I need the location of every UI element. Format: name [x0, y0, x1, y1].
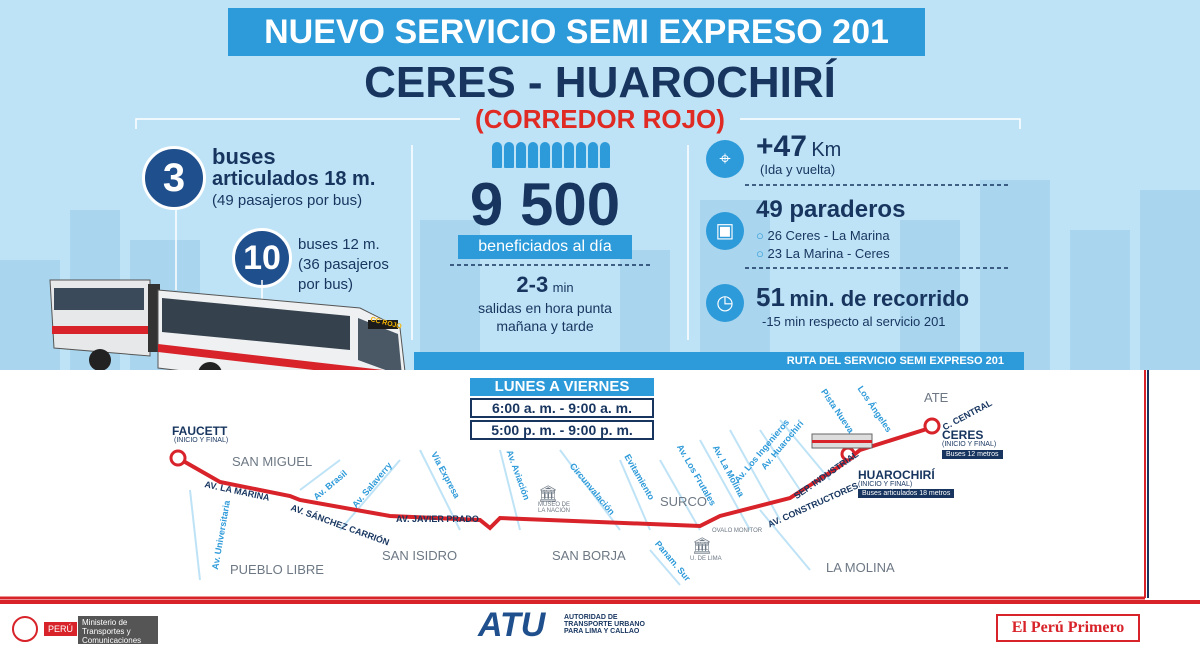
people-icon: [492, 142, 610, 168]
regular-size: buses 12 m.: [298, 236, 380, 253]
stops-item-2: ○ 23 La Marina - Ceres: [756, 246, 890, 261]
stops-item-1: ○ 26 Ceres - La Marina: [756, 228, 890, 243]
distance-note: (Ida y vuelta): [760, 162, 836, 177]
articulated-size: articulados 18 m.: [212, 168, 376, 190]
travel-time-figure: 51 min. de recorrido: [756, 282, 969, 313]
clock-icon: ◷: [706, 284, 744, 322]
district-label: LA MOLINA: [826, 560, 895, 575]
map-pin-icon: ⌖: [706, 140, 744, 178]
frequency-figure: 2-3 min: [440, 272, 650, 298]
frequency-value: 2-3: [516, 272, 549, 297]
bullet-icon: ○: [756, 246, 768, 261]
stops-item-2-label: 23 La Marina - Ceres: [767, 246, 890, 261]
mid-stop-name: HUAROCHIRÍ: [858, 468, 935, 482]
landmark-label: U. DE LIMA: [690, 556, 722, 562]
beneficiaries-value: 9 500: [469, 171, 621, 238]
stops-item-1-label: 26 Ceres - La Marina: [767, 228, 890, 243]
articulated-count-badge: 3: [142, 146, 206, 210]
route-map-title: RUTA DEL SERVICIO SEMI EXPRESO 201: [414, 352, 1024, 370]
articulated-label: buses: [212, 144, 276, 169]
time-value: 51: [756, 282, 785, 312]
frequency-note-2: mañana y tarde: [496, 318, 594, 334]
district-label: SAN ISIDRO: [382, 548, 458, 563]
route-map-lines: [0, 370, 1149, 600]
district-label: SURCO: [660, 494, 707, 509]
schedule-evening: 5:00 p. m. - 9:00 p. m.: [470, 420, 654, 440]
regular-count-badge: 10: [232, 228, 292, 288]
stops-value: 49 paraderos: [756, 196, 906, 223]
district-label: ATE: [924, 390, 949, 405]
landmark-label: MUSEO DE LA NACIÓN: [537, 502, 570, 514]
frequency-unit: min: [552, 280, 574, 295]
page-title: NUEVO SERVICIO SEMI EXPRESO 201: [228, 8, 925, 56]
bus-stop-icon: ▣: [706, 212, 744, 250]
museum-icon: 🏛: [538, 486, 559, 503]
atu-logo: ATU: [478, 606, 546, 644]
time-label: min. de recorrido: [789, 286, 970, 311]
distance-unit: Km: [811, 139, 842, 161]
slogan-logo: El Perú Primero: [996, 614, 1140, 642]
corridor-label: (CORREDOR ROJO): [475, 104, 725, 134]
time-note: -15 min respecto al servicio 201: [762, 314, 946, 329]
start-stop-note: (INICIO Y FINAL): [174, 437, 229, 444]
articulated-capacity: (49 pasajeros por bus): [212, 192, 363, 209]
bullet-icon: ○: [756, 228, 768, 243]
distance-figure: +47 Km: [756, 130, 841, 164]
footer: [0, 600, 1200, 660]
mid-stop-badge: Buses articulados 18 metros: [858, 489, 955, 498]
road-label: AV. JAVIER PRADO: [396, 514, 479, 524]
district-label: SAN MIGUEL: [232, 454, 313, 469]
distance-value: +47: [756, 130, 807, 163]
end-stop-name: CERES: [942, 428, 984, 442]
start-stop-name: FAUCETT: [172, 424, 228, 438]
landmark-label: OVALO MONITOR: [712, 528, 763, 534]
frequency-note-1: salidas en hora punta: [478, 300, 612, 316]
route-subtitle: CERES - HUAROCHIRÍ: [364, 58, 836, 107]
schedule-title: LUNES A VIERNES: [470, 378, 654, 396]
mid-stop-note: (INICIO Y FINAL): [858, 481, 913, 488]
end-stop-badge: Buses 12 metros: [942, 450, 1003, 459]
divider-lines: [135, 118, 1021, 340]
coat-of-arms-icon: [12, 616, 38, 642]
regular-capacity: (36 pasajeros: [298, 256, 389, 273]
end-stop-note: (INICIO Y FINAL): [942, 441, 997, 448]
district-label: PUEBLO LIBRE: [230, 562, 324, 577]
university-icon: 🏛: [692, 538, 713, 555]
route-map: [0, 370, 1200, 602]
ministry-name: Ministerio de Transportes y Comunicacion…: [78, 616, 158, 645]
ministry-country: PERÚ: [44, 622, 78, 636]
schedule-morning: 6:00 a. m. - 9:00 a. m.: [470, 398, 654, 418]
beneficiaries-label: beneficiados al día: [458, 235, 632, 259]
regular-capacity-2: por bus): [298, 276, 354, 293]
atu-text: AUTORIDAD DE TRANSPORTE URBANO PARA LIMA…: [564, 614, 645, 635]
district-label: SAN BORJA: [552, 548, 626, 563]
